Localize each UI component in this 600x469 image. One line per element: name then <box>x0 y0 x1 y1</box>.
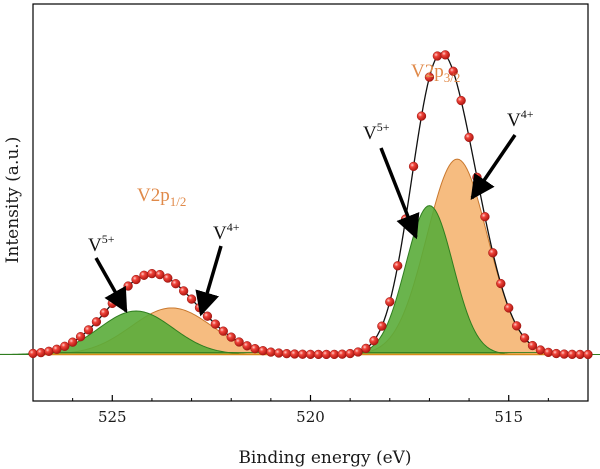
data-point <box>345 348 355 359</box>
data-point <box>226 332 236 342</box>
data-point <box>456 95 466 106</box>
y-axis-title: Intensity (a.u.) <box>3 137 23 264</box>
data-point <box>258 346 268 356</box>
data-point <box>408 161 419 172</box>
data-point <box>575 349 585 360</box>
data-point <box>511 321 522 331</box>
arrow-v5-p32 <box>379 147 420 240</box>
data-point <box>60 341 70 351</box>
data-point <box>313 349 324 360</box>
data-point <box>448 66 458 76</box>
data-point <box>369 336 379 346</box>
x-tick-label: 525 <box>98 408 127 426</box>
data-point <box>99 308 110 318</box>
data-point <box>440 50 450 60</box>
data-point <box>28 348 38 359</box>
arrow-v4-p12 <box>195 245 223 317</box>
data-point <box>519 333 530 343</box>
data-point <box>424 72 435 82</box>
data-point <box>44 346 54 356</box>
data-point <box>210 319 221 329</box>
data-point <box>496 278 506 289</box>
data-point <box>472 172 482 182</box>
data-point <box>377 321 387 331</box>
data-point <box>567 349 577 359</box>
data-point <box>171 279 181 289</box>
data-point <box>139 270 149 280</box>
data-point <box>488 248 498 258</box>
data-point <box>527 340 538 351</box>
data-point <box>504 303 514 313</box>
data-point <box>218 326 228 336</box>
data-point <box>123 281 133 291</box>
data-point <box>234 337 244 347</box>
data-point <box>416 111 427 121</box>
label-v4-p12: V4+ <box>213 220 240 244</box>
data-point <box>52 344 62 354</box>
x-axis-title: Binding energy (eV) <box>238 448 411 468</box>
data-point <box>393 261 403 271</box>
x-ticks: 525 520 515 <box>32 395 589 426</box>
data-point <box>274 348 284 358</box>
label-v4-p32: V4+ <box>507 107 534 131</box>
data-point <box>559 349 569 359</box>
label-v2p32: V2p3/2 <box>411 61 460 85</box>
data-point <box>297 349 308 359</box>
data-point <box>305 349 316 360</box>
data-point <box>75 332 86 342</box>
data-point <box>186 294 197 304</box>
x-tick-label: 520 <box>296 408 325 426</box>
data-point <box>353 347 363 357</box>
data-point <box>163 273 173 283</box>
data-point <box>250 344 260 354</box>
data-point <box>91 317 102 327</box>
data-point <box>385 297 395 307</box>
data-point <box>242 341 252 351</box>
arrow-v5-p12 <box>94 257 128 314</box>
x-tick-label: 515 <box>494 408 523 426</box>
data-point <box>289 349 300 359</box>
data-point <box>36 347 46 358</box>
peaks-layer <box>0 158 600 355</box>
data-point <box>551 348 561 359</box>
data-point <box>480 212 490 222</box>
data-point <box>155 269 165 280</box>
data-point <box>107 298 117 309</box>
data-point <box>83 325 94 335</box>
data-point <box>543 347 554 358</box>
data-point <box>266 347 276 357</box>
data-point <box>282 349 292 359</box>
data-point <box>329 349 339 360</box>
arrow-v4-p32 <box>470 134 517 201</box>
peak-v5plus-v2p3-2 <box>191 205 600 355</box>
data-point <box>535 345 546 355</box>
data-point <box>321 349 332 360</box>
label-v2p12: V2p1/2 <box>137 185 186 209</box>
data-point <box>464 132 474 143</box>
data-point <box>131 274 141 285</box>
data-point <box>432 51 443 61</box>
data-point <box>583 349 593 360</box>
data-point <box>147 268 157 279</box>
label-v5-p32: V5+ <box>363 120 390 144</box>
label-v5-p12: V5+ <box>88 232 115 256</box>
data-point <box>178 286 189 296</box>
data-point <box>67 337 78 347</box>
data-point <box>337 349 347 359</box>
data-point <box>361 343 371 354</box>
data-point <box>202 311 213 321</box>
